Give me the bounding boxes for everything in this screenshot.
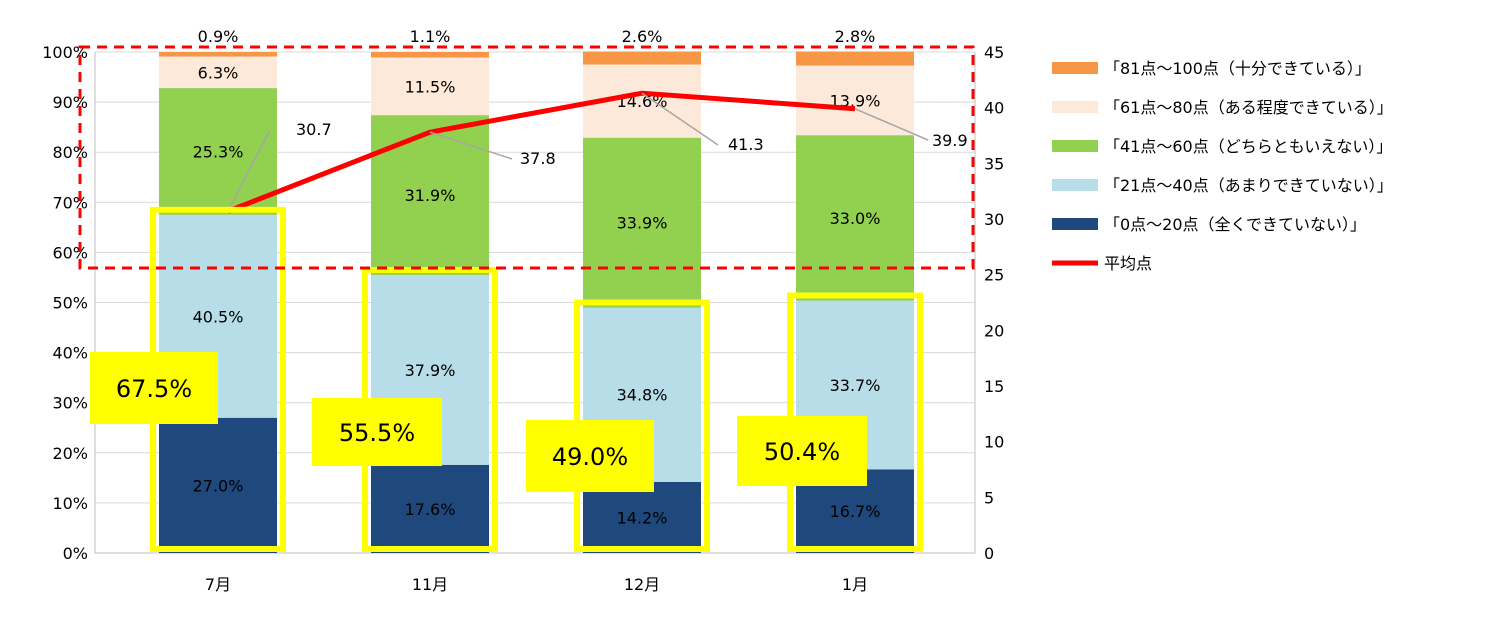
bar-segment [371, 464, 489, 553]
segment-label: 6.3% [198, 63, 239, 82]
y-right-tick-label: 15 [984, 377, 1004, 396]
segment-labels: 27.0% 40.5% 25.3% 6.3% 0.9% 17.6% 37.9% 31.9% 11… [193, 27, 881, 527]
y-left-tick-label: 30% [52, 394, 88, 413]
y-right-tick-label: 30 [984, 210, 1004, 229]
y-left-tick-label: 70% [52, 193, 88, 212]
y-right-tick-label: 0 [984, 544, 994, 563]
average-line-path [227, 90, 856, 214]
legend-label: 「0点～20点（全くできていない）」 [1104, 215, 1366, 234]
callout-box [312, 398, 442, 466]
average-value-label: 30.7 [296, 120, 332, 139]
y-right-tick-label: 45 [984, 43, 1004, 62]
bar-segment [159, 52, 277, 57]
y-right-tick-label: 35 [984, 154, 1004, 173]
bar-segment [371, 57, 489, 116]
average-value-label: 41.3 [728, 135, 764, 154]
segment-label: 37.9% [405, 361, 456, 380]
segment-label: 40.5% [193, 307, 244, 326]
legend-label: 「41点～60点（どちらともいえない）」 [1104, 137, 1392, 156]
segment-label: 25.3% [193, 142, 244, 161]
segment-label: 33.0% [830, 209, 881, 228]
legend: 「81点～100点（十分できている）」「61点～80点（ある程度できている）」「… [1052, 59, 1393, 273]
y-left-tick-label: 50% [52, 294, 88, 313]
bar-segment [796, 51, 914, 66]
legend-label: 「21点～40点（あまりできていない）」 [1104, 176, 1393, 195]
y-left-tick-label: 0% [63, 544, 88, 563]
bar-segment [371, 52, 489, 58]
segment-label: 27.0% [193, 476, 244, 495]
y-right-tick-label: 25 [984, 266, 1004, 285]
dashed-highlight-box [78, 45, 975, 270]
bar-segment [159, 417, 277, 553]
y-left-tick-label: 40% [52, 344, 88, 363]
bar-segment [371, 115, 489, 275]
average-leader-line [429, 131, 513, 160]
overlays: 67.5% 55.5% 49.0% 50.4% [78, 45, 975, 553]
top-segment-label: 0.9% [198, 27, 239, 46]
legend-label: 「61点～80点（ある程度できている）」 [1104, 98, 1393, 117]
callout-label: 49.0% [552, 443, 628, 471]
y-left-tick-label: 100% [42, 43, 88, 62]
bar-segment [796, 65, 914, 136]
bar-segment [796, 135, 914, 301]
callout-label: 50.4% [764, 438, 840, 466]
callout-box [737, 416, 867, 486]
segment-label: 33.7% [830, 376, 881, 395]
top-segment-label: 2.6% [622, 27, 663, 46]
average-leader-line [854, 108, 929, 141]
average-leader-line [227, 129, 271, 212]
segment-label: 16.7% [830, 502, 881, 521]
top-segment-label: 1.1% [410, 27, 451, 46]
top-segment-label: 2.8% [835, 27, 876, 46]
y-left-tick-label: 10% [52, 494, 88, 513]
legend-swatch [1052, 62, 1098, 74]
callout-label: 67.5% [116, 375, 192, 403]
x-tick-label: 1月 [842, 575, 868, 594]
callout-box [90, 352, 218, 424]
average-line: 30.7 37.8 41.3 39.9 [227, 90, 968, 214]
bar-segment [583, 481, 701, 553]
legend-label: 平均点 [1104, 254, 1152, 273]
bar-segment [159, 56, 277, 89]
segment-label: 14.2% [617, 508, 668, 527]
callout-label: 55.5% [339, 419, 415, 447]
y-right-tick-label: 40 [984, 99, 1004, 118]
segment-label: 11.5% [405, 77, 456, 96]
segment-label: 31.9% [405, 186, 456, 205]
segment-label: 33.9% [617, 214, 668, 233]
bar-segment [583, 137, 701, 308]
y-right-tick-label: 20 [984, 321, 1004, 340]
callout-box [526, 420, 654, 492]
x-tick-label: 12月 [624, 575, 660, 594]
axes: 0% 10% 20% 30% 40% 50% 60% 70% 80% 90% 100% 0 5 10 15 2… [42, 43, 1004, 594]
x-tick-label: 7月 [205, 575, 231, 594]
y-left-tick-label: 20% [52, 444, 88, 463]
bar-segment [159, 88, 277, 215]
y-right-tick-label: 10 [984, 433, 1004, 452]
legend-swatch [1052, 179, 1098, 191]
y-right-tick-label: 5 [984, 488, 994, 507]
legend-swatch [1052, 140, 1098, 152]
bar-segment [583, 51, 701, 65]
average-value-label: 39.9 [932, 131, 968, 150]
y-left-tick-label: 60% [52, 243, 88, 262]
segment-label: 17.6% [405, 500, 456, 519]
x-tick-label: 11月 [412, 575, 448, 594]
legend-label: 「81点～100点（十分できている）」 [1104, 59, 1371, 78]
y-left-tick-label: 90% [52, 93, 88, 112]
y-left-tick-label: 80% [52, 143, 88, 162]
average-value-label: 37.8 [520, 149, 556, 168]
legend-swatch [1052, 101, 1098, 113]
segment-label: 34.8% [617, 386, 668, 405]
legend-swatch [1052, 218, 1098, 230]
average-leader-line [641, 92, 719, 146]
